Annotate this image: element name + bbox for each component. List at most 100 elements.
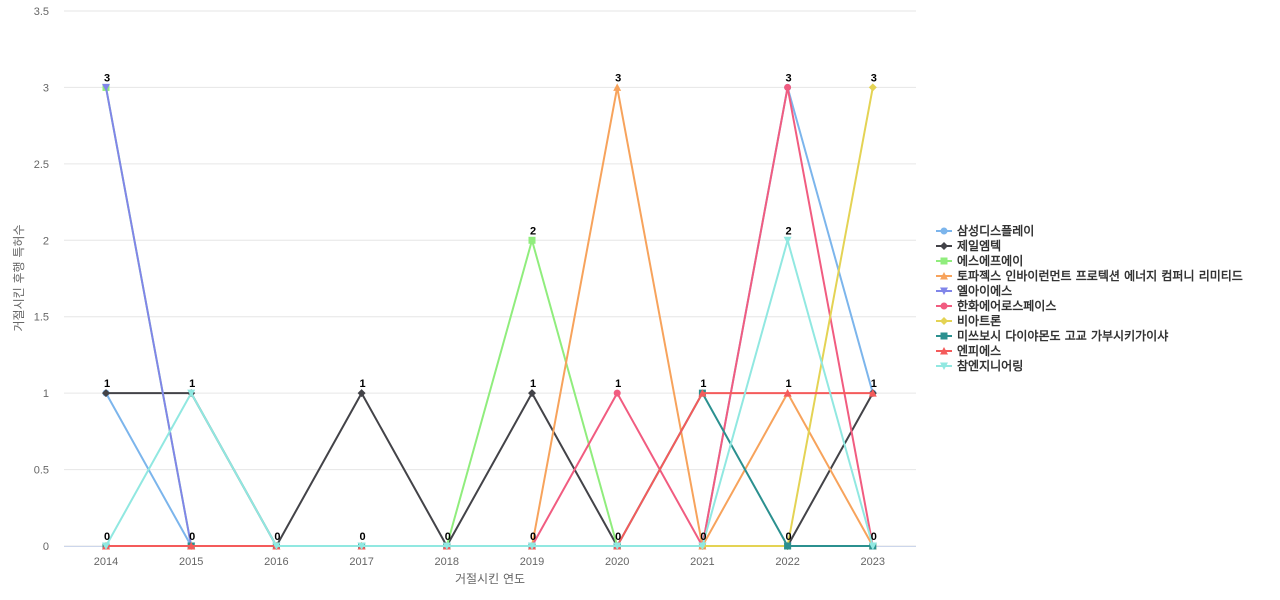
data-point <box>272 542 281 550</box>
data-point <box>783 389 792 397</box>
data-point <box>528 236 536 244</box>
legend-label: 삼성디스플레이 <box>957 223 1034 238</box>
legend-item: 참엔지니어링 <box>936 358 1023 373</box>
series-layer <box>102 83 877 550</box>
legend-marker <box>940 347 948 355</box>
data-point <box>868 83 877 92</box>
legend-marker <box>940 287 948 295</box>
data-point <box>784 83 792 91</box>
legend-label: 미쓰보시 다이야몬도 고교 가부시키가이샤 <box>957 328 1168 343</box>
data-point <box>187 389 196 398</box>
data-point <box>528 389 536 398</box>
data-label: 0 <box>360 531 366 543</box>
legend-marker <box>940 227 948 235</box>
data-point <box>102 389 110 398</box>
legend-item: 삼성디스플레이 <box>936 223 1034 238</box>
data-label: 0 <box>445 531 451 543</box>
legend-label: 제일엠텍 <box>957 238 1001 253</box>
data-point <box>357 542 366 550</box>
data-label-layer: 3 1 0 1 0 0 1 0 0 2 1 0 3 1 0 1 0 3 2 1 0 3 1 0 <box>104 72 877 543</box>
axis-layer: 0 0.5 1 1.5 2 2.5 3 3.5 2014 2015 2016 2017 2018 2019… <box>34 6 916 568</box>
legend-label: 토파젝스 인바이런먼트 프로텍션 에너지 컴퍼니 리미티드 <box>957 268 1243 283</box>
data-label: 3 <box>615 72 621 84</box>
y-tick-label: 1.5 <box>34 312 49 324</box>
series-group <box>102 236 877 550</box>
legend-marker <box>940 317 948 325</box>
data-label: 0 <box>274 531 280 543</box>
legend-item: 에스에프에이 <box>936 253 1023 268</box>
data-label: 3 <box>786 72 792 84</box>
data-label: 0 <box>871 531 877 543</box>
data-point <box>698 389 707 397</box>
data-label: 1 <box>615 378 621 390</box>
y-tick-label: 1 <box>43 388 49 400</box>
x-tick-label: 2017 <box>349 556 373 568</box>
legend-marker <box>940 272 948 280</box>
x-tick-label: 2015 <box>179 556 203 568</box>
data-label: 0 <box>700 531 706 543</box>
x-tick-label: 2021 <box>690 556 714 568</box>
data-label: 1 <box>189 378 195 390</box>
x-tick-label: 2020 <box>605 556 629 568</box>
data-point <box>442 542 451 550</box>
legend-label: 한화에어로스페이스 <box>957 298 1056 313</box>
legend-item: 미쓰보시 다이야몬도 고교 가부시키가이샤 <box>936 328 1168 343</box>
data-label: 1 <box>360 378 366 390</box>
data-point <box>613 83 622 91</box>
y-tick-label: 3.5 <box>34 6 49 18</box>
data-label: 3 <box>104 72 110 84</box>
data-label: 0 <box>189 531 195 543</box>
data-label: 2 <box>786 225 792 237</box>
data-point <box>187 542 196 550</box>
legend-label: 엔피에스 <box>957 343 1001 358</box>
data-label: 1 <box>786 378 792 390</box>
legend-marker <box>940 242 948 250</box>
legend-label: 비아트론 <box>957 313 1001 328</box>
data-point <box>868 389 877 397</box>
x-tick-label: 2014 <box>94 556 118 568</box>
data-label: 1 <box>700 378 706 390</box>
x-tick-label: 2019 <box>520 556 544 568</box>
y-axis-title: 거절시킨 후행 특허수 <box>11 225 26 332</box>
legend-label: 에스에프에이 <box>957 253 1023 268</box>
y-tick-label: 2.5 <box>34 159 49 171</box>
data-point <box>102 83 110 92</box>
legend-item: 토파젝스 인바이런먼트 프로텍션 에너지 컴퍼니 리미티드 <box>936 268 1243 283</box>
data-label: 1 <box>104 378 110 390</box>
data-label: 0 <box>615 531 621 543</box>
legend-item: 한화에어로스페이스 <box>936 298 1056 313</box>
data-label: 0 <box>104 531 110 543</box>
data-label: 1 <box>530 378 536 390</box>
legend-marker <box>940 257 948 265</box>
y-tick-label: 0.5 <box>34 465 49 477</box>
legend-marker <box>940 302 948 310</box>
legend-label: 엘아이에스 <box>957 283 1012 298</box>
data-point <box>613 389 621 397</box>
data-point <box>613 542 622 550</box>
legend-item: 엘아이에스 <box>936 283 1012 298</box>
x-tick-label: 2023 <box>861 556 885 568</box>
data-point <box>783 236 792 245</box>
data-label: 2 <box>530 225 536 237</box>
legend-label: 참엔지니어링 <box>957 358 1023 373</box>
data-label: 0 <box>786 531 792 543</box>
data-point <box>868 542 877 550</box>
y-tick-label: 3 <box>43 82 49 94</box>
legend-item: 엔피에스 <box>936 343 1001 358</box>
y-tick-label: 0 <box>43 541 49 553</box>
legend-marker <box>940 362 948 370</box>
data-label: 0 <box>530 531 536 543</box>
data-label: 3 <box>871 72 877 84</box>
x-tick-label: 2018 <box>435 556 459 568</box>
x-axis-title: 거절시킨 연도 <box>455 572 525 586</box>
legend-item: 비아트론 <box>936 313 1001 328</box>
y-tick-label: 2 <box>43 235 49 247</box>
data-point <box>698 542 707 550</box>
data-point <box>784 542 792 550</box>
data-label: 1 <box>871 378 877 390</box>
series-line <box>105 239 874 547</box>
x-tick-label: 2022 <box>775 556 799 568</box>
